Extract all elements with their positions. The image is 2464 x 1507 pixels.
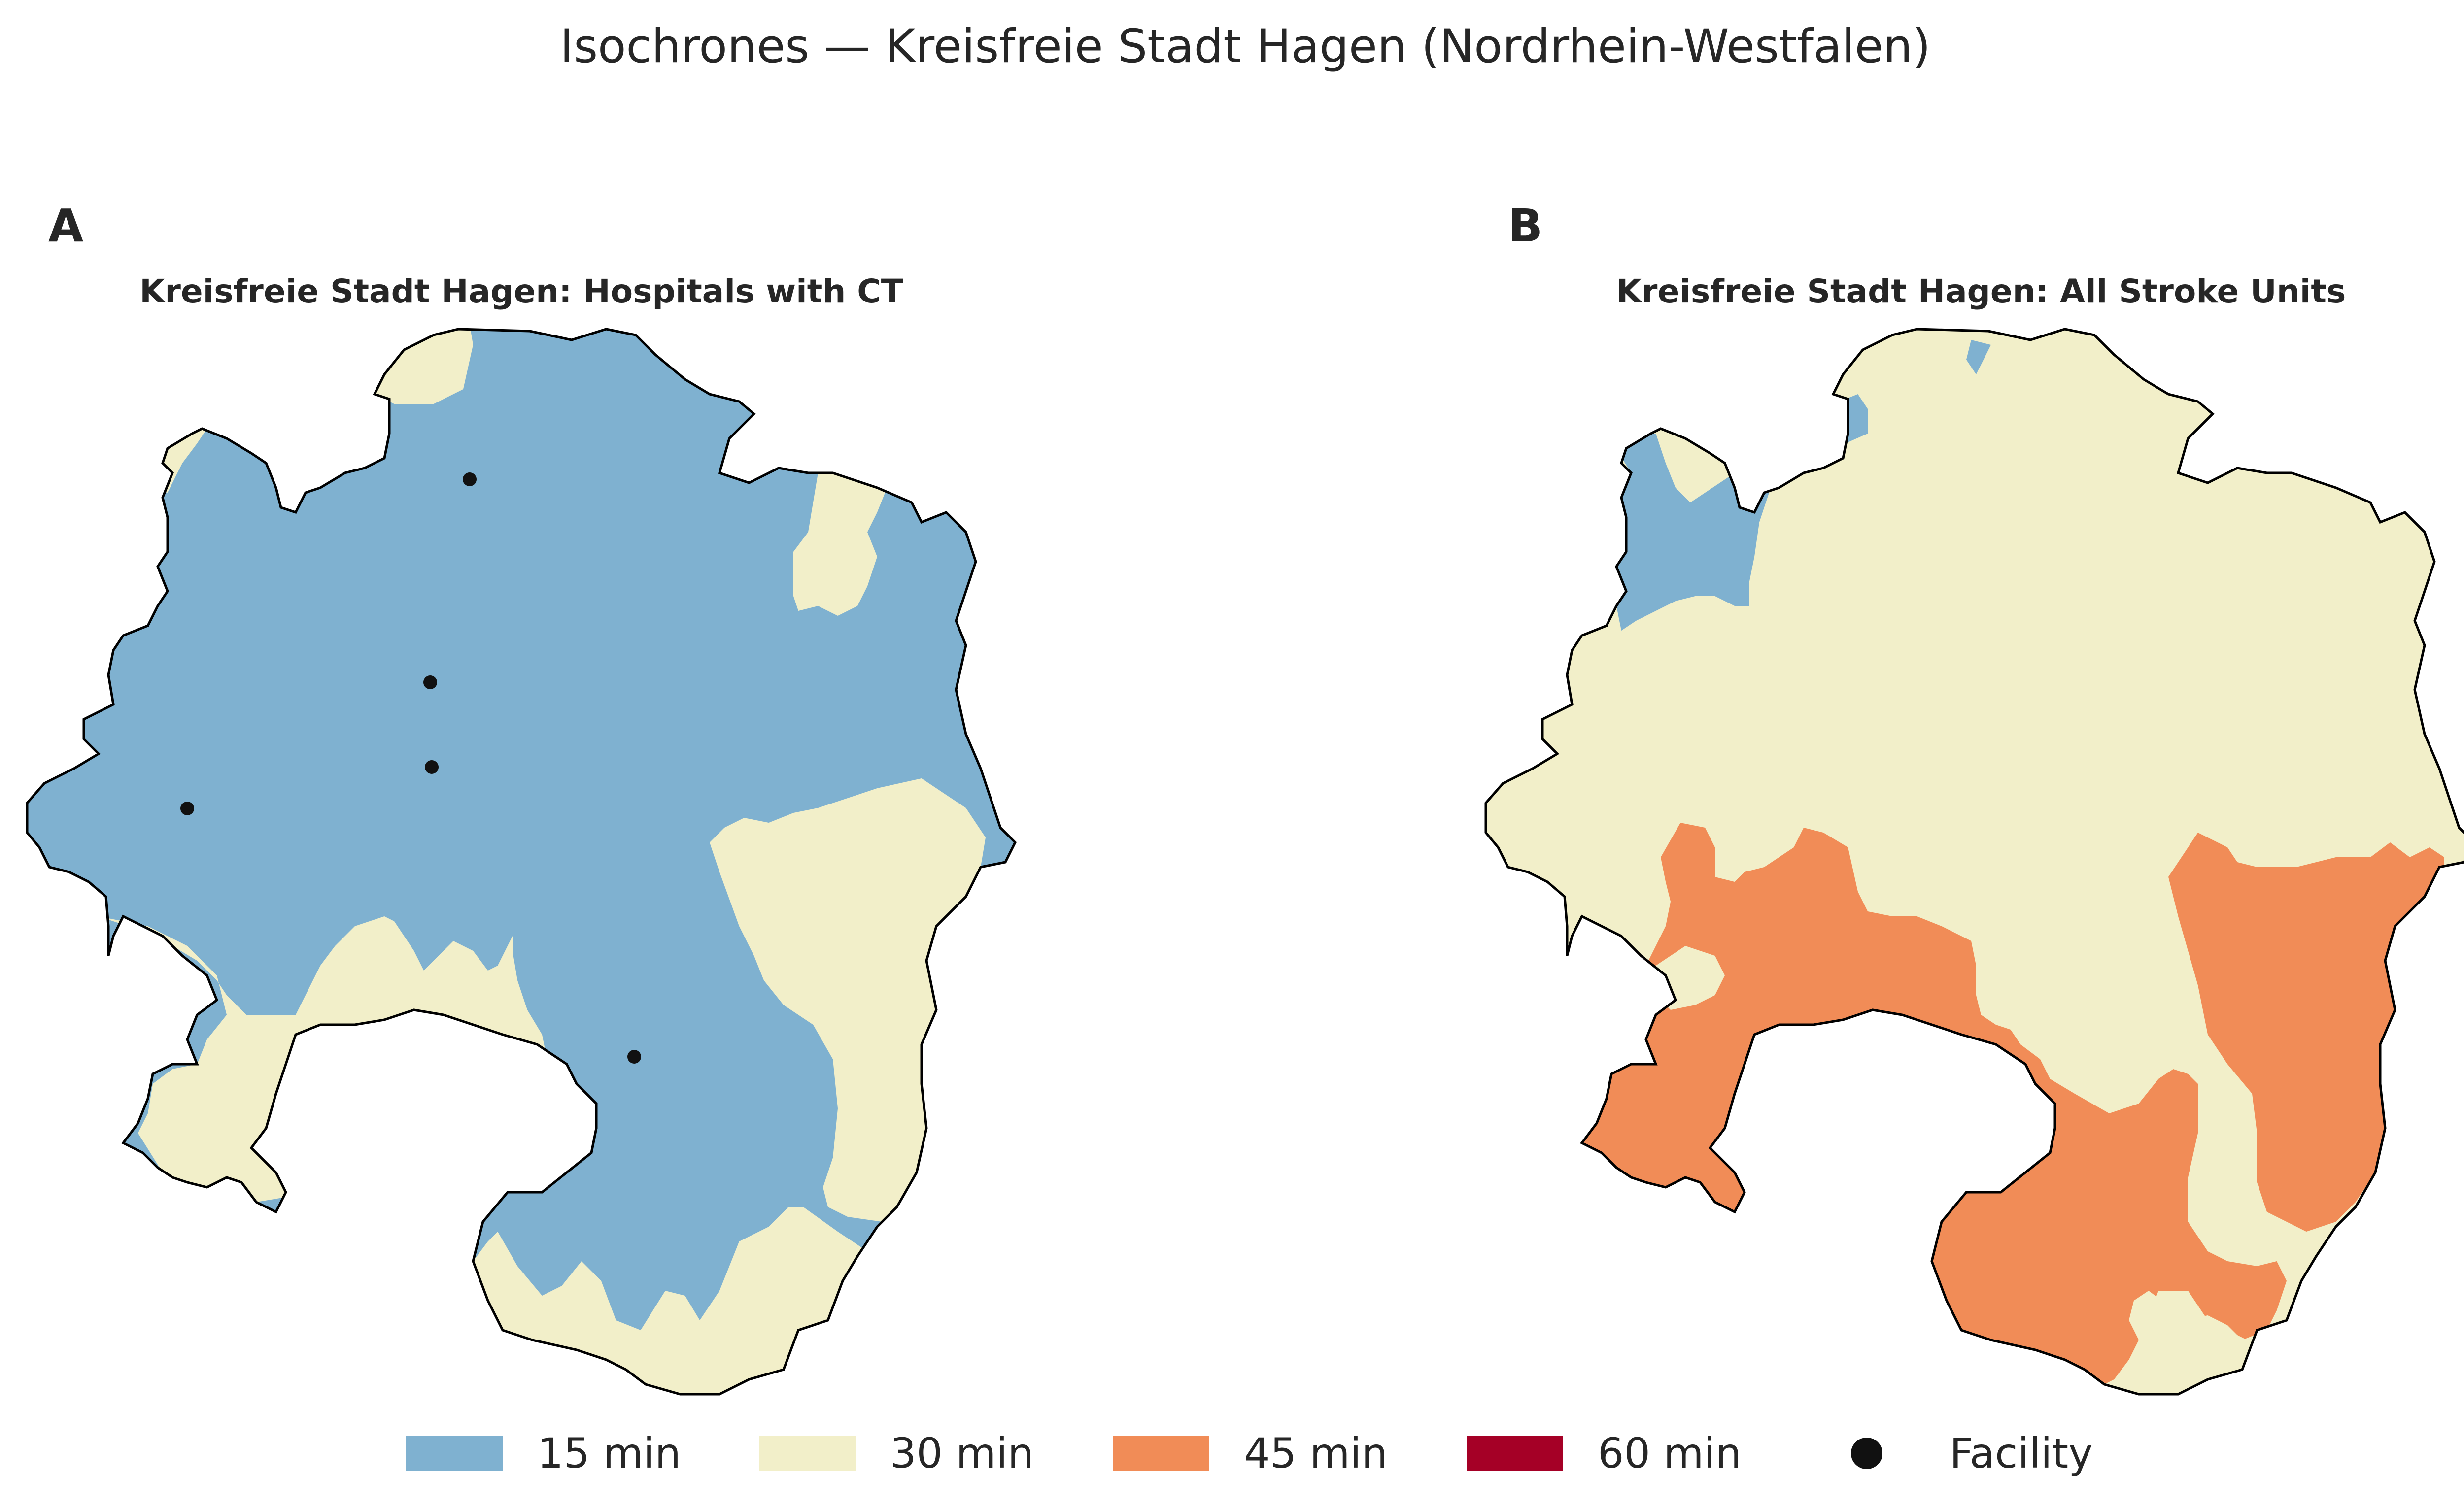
facility-marker: [425, 760, 439, 774]
zone-30min-a-northeast: [793, 473, 887, 616]
panel-letter-b: B: [1508, 200, 1543, 252]
legend-item-15min: 15 min: [406, 1419, 681, 1488]
facility-marker: [423, 675, 437, 689]
legend-label-30min: 30 min: [890, 1429, 1034, 1477]
zone-30min-a-south: [473, 1207, 867, 1394]
panel-title-a: Kreisfreie Stadt Hagen: Hospitals with C…: [139, 272, 903, 310]
legend-swatch-60min: [1467, 1436, 1563, 1471]
zone-45min-b-south: [1582, 823, 2287, 1384]
map-panel-b: [1459, 296, 2464, 1419]
map-panel-a: [0, 296, 1035, 1419]
legend-item-30min: 30 min: [759, 1419, 1034, 1488]
facility-marker: [627, 1050, 641, 1064]
facility-marker: [180, 802, 194, 815]
legend-swatch-45min: [1113, 1436, 1209, 1471]
legend: 15 min 30 min 45 min 60 min Facility: [0, 1419, 2464, 1488]
legend-label-45min: 45 min: [1244, 1429, 1388, 1477]
facility-marker: [463, 472, 477, 486]
legend-dot-facility: [1851, 1438, 1882, 1469]
figure-title: Isochrones — Kreisfreie Stadt Hagen (Nor…: [560, 20, 1931, 73]
zone-30min-a-north: [375, 329, 473, 404]
panel-letter-a: A: [48, 200, 84, 252]
legend-item-facility: Facility: [1818, 1419, 2093, 1488]
legend-label-facility: Facility: [1950, 1429, 2093, 1477]
legend-item-60min: 60 min: [1467, 1419, 1742, 1488]
panel-title-b: Kreisfreie Stadt Hagen: All Stroke Units: [1616, 272, 2346, 310]
legend-swatch-15min: [406, 1436, 503, 1471]
legend-swatch-30min: [759, 1436, 856, 1471]
legend-label-15min: 15 min: [537, 1429, 681, 1477]
legend-label-60min: 60 min: [1598, 1429, 1742, 1477]
zone-15min-b-north: [1966, 340, 1991, 374]
zone-30min-a-southwest: [59, 906, 547, 1202]
zone-30min-a-east: [710, 778, 986, 1222]
zone-45min-b-east: [2168, 833, 2444, 1232]
legend-item-45min: 45 min: [1113, 1419, 1388, 1488]
